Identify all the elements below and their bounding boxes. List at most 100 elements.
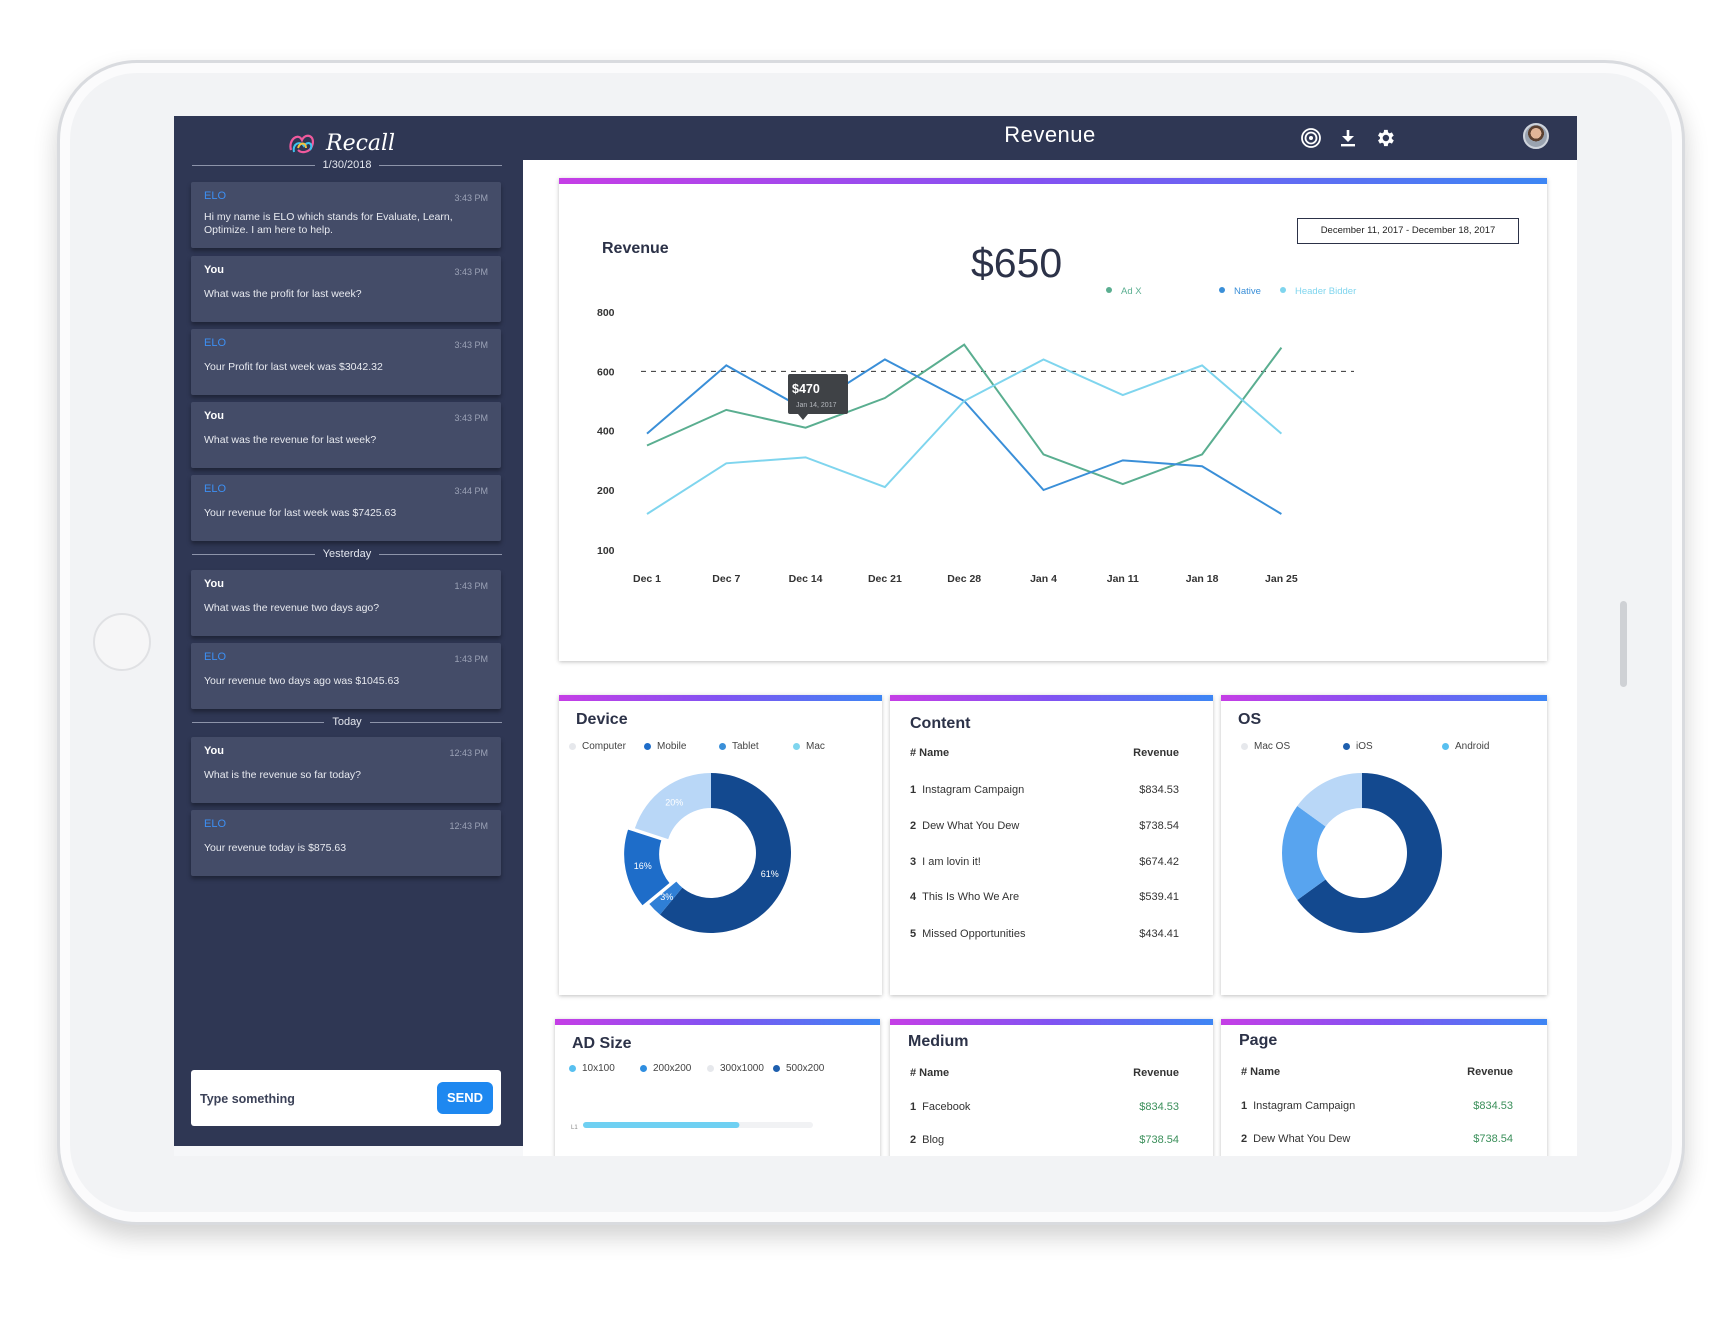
send-button[interactable]: SEND bbox=[437, 1082, 493, 1114]
chat-message: ELO 1:43 PM Your revenue two days ago was … bbox=[191, 643, 501, 709]
os-legend: Mac OS iOS Android bbox=[1231, 741, 1531, 753]
message-sender: You bbox=[204, 578, 224, 590]
legend-item: Android bbox=[1442, 741, 1489, 752]
row-name: Dew What You Dew bbox=[922, 820, 1020, 832]
chat-input[interactable]: Type something bbox=[200, 1092, 295, 1106]
row-rank: 1 bbox=[910, 784, 917, 796]
side-button bbox=[1620, 601, 1627, 687]
chat-date-label: Today bbox=[332, 716, 362, 728]
legend-label: Mac OS bbox=[1254, 741, 1291, 752]
bar-fill bbox=[583, 1122, 740, 1128]
donut-slice bbox=[660, 773, 791, 933]
x-tick-label: Jan 4 bbox=[1030, 573, 1057, 585]
row-name: Facebook bbox=[922, 1101, 971, 1113]
chat-panel: Recall 1/30/2018 ELO 3:43 PM Hi my name is … bbox=[174, 116, 523, 1146]
device-card: Device Computer Mobile Tablet Mac 61% 3% 16% 2… bbox=[559, 695, 882, 995]
message-time: 3:43 PM bbox=[454, 193, 488, 203]
message-sender: You bbox=[204, 410, 224, 422]
os-donut-chart bbox=[1282, 773, 1442, 933]
app-logo: Recall bbox=[286, 126, 395, 160]
row-revenue: $738.54 bbox=[1473, 1133, 1513, 1145]
row-rank: 4 bbox=[910, 891, 917, 903]
table-row[interactable]: 1 Instagram Campaign $834.53 bbox=[1241, 1100, 1513, 1112]
row-name-cell: 2 Dew What You Dew bbox=[910, 820, 1019, 832]
donut-slice bbox=[1282, 805, 1326, 901]
legend-item: Mac bbox=[793, 741, 825, 752]
y-tick-label: 400 bbox=[597, 426, 615, 438]
revenue-line-chart: 100 200 400 600 800 Dec 1 Dec 7 Dec 14 Dec 21 Dec… bbox=[597, 286, 1356, 585]
row-name-cell: 4 This Is Who We Are bbox=[910, 891, 1019, 903]
y-tick-label: 800 bbox=[597, 307, 615, 319]
os-card: OS Mac OS iOS Android bbox=[1221, 695, 1547, 995]
row-name-cell: 3 I am lovin it! bbox=[910, 856, 981, 868]
table-row[interactable]: 1 Instagram Campaign $834.53 bbox=[910, 784, 1179, 796]
x-tick-label: Jan 11 bbox=[1107, 573, 1139, 585]
page-title: Revenue bbox=[1004, 122, 1096, 147]
table-row[interactable]: 2 Dew What You Dew $738.54 bbox=[910, 820, 1179, 832]
tooltip-date: Jan 14, 2017 bbox=[796, 402, 837, 409]
chat-message: ELO 3:43 PM Your Profit for last week was … bbox=[191, 329, 501, 395]
x-tick-label: Dec 28 bbox=[947, 573, 981, 585]
app-name: Recall bbox=[326, 130, 396, 156]
legend-label: Ad X bbox=[1121, 286, 1142, 297]
table-row[interactable]: 5 Missed Opportunities $434.41 bbox=[910, 928, 1179, 940]
table-row[interactable]: 1 Facebook $834.53 bbox=[910, 1101, 1179, 1113]
x-tick-label: Jan 25 bbox=[1265, 573, 1298, 585]
message-text: What was the profit for last week? bbox=[204, 288, 362, 300]
divider bbox=[379, 553, 502, 555]
target-icon[interactable] bbox=[1300, 127, 1322, 149]
bar-category-label: L1 bbox=[571, 1125, 578, 1131]
content-card: Content # Name Revenue 1 Instagram Campaign… bbox=[890, 695, 1213, 995]
message-sender: You bbox=[204, 264, 224, 276]
legend-item: 200x200 bbox=[640, 1063, 691, 1074]
card-accent-bar bbox=[1221, 695, 1547, 701]
column-header-name: # Name bbox=[910, 747, 950, 759]
message-time: 1:43 PM bbox=[454, 581, 488, 591]
row-name: Instagram Campaign bbox=[1253, 1100, 1356, 1112]
device-donut-chart: 61% 3% 16% 20% bbox=[624, 773, 791, 933]
avatar[interactable] bbox=[1523, 123, 1549, 149]
legend-label: Mobile bbox=[657, 741, 687, 752]
chat-message: ELO 3:43 PM Hi my name is ELO which stands… bbox=[191, 182, 501, 248]
donut-slice bbox=[1297, 773, 1362, 827]
table-header: # Name Revenue bbox=[1241, 1066, 1513, 1078]
table-row[interactable]: 4 This Is Who We Are $539.41 bbox=[910, 891, 1179, 903]
donut-slice bbox=[634, 773, 711, 840]
gear-icon[interactable] bbox=[1374, 127, 1396, 149]
download-icon[interactable] bbox=[1337, 127, 1359, 149]
chat-message: You 3:43 PM What was the profit for last w… bbox=[191, 256, 501, 322]
chat-date-separator: 1/30/2018 bbox=[192, 159, 502, 171]
message-text: What was the revenue for last week? bbox=[204, 434, 377, 446]
legend-marker bbox=[569, 1065, 576, 1072]
chat-message: ELO 3:44 PM Your revenue for last week was… bbox=[191, 475, 501, 541]
message-time: 3:43 PM bbox=[454, 413, 488, 423]
table-row[interactable]: 2 Blog $738.54 bbox=[910, 1134, 1179, 1146]
row-revenue: $834.53 bbox=[1473, 1100, 1513, 1112]
message-time: 1:43 PM bbox=[454, 654, 488, 664]
revenue-card: Revenue $650 December 11, 2017 - Decembe… bbox=[559, 178, 1547, 661]
chat-date-label: 1/30/2018 bbox=[322, 159, 372, 171]
card-accent-bar bbox=[559, 695, 882, 701]
legend-item: 500x200 bbox=[773, 1063, 824, 1074]
message-text: Hi my name is ELO which stands for Evalu… bbox=[204, 211, 453, 236]
donut-slice bbox=[1297, 773, 1442, 933]
slice-label: 3% bbox=[660, 892, 673, 902]
legend-marker bbox=[719, 743, 726, 750]
row-revenue: $738.54 bbox=[1139, 1134, 1179, 1146]
message-sender: You bbox=[204, 745, 224, 757]
slice-label: 61% bbox=[761, 869, 779, 879]
legend-marker bbox=[1442, 743, 1449, 750]
ad-size-legend: 10x100 200x200 300x1000 500x200 bbox=[567, 1063, 867, 1075]
chat-date-separator: Today bbox=[192, 716, 503, 728]
table-row[interactable]: 3 I am lovin it! $674.42 bbox=[910, 856, 1179, 868]
card-accent-bar bbox=[555, 1019, 880, 1025]
row-name-cell: 1 Instagram Campaign bbox=[1241, 1100, 1355, 1112]
column-header-revenue: Revenue bbox=[1133, 1067, 1179, 1079]
series-line bbox=[646, 358, 1283, 515]
top-bar: Revenue bbox=[523, 116, 1577, 160]
revenue-card-title: Revenue bbox=[602, 240, 669, 257]
table-row[interactable]: 2 Dew What You Dew $738.54 bbox=[1241, 1133, 1513, 1145]
content-card-title: Content bbox=[910, 715, 971, 732]
date-range-picker[interactable]: December 11, 2017 - December 18, 2017 bbox=[1297, 218, 1519, 244]
divider bbox=[369, 721, 503, 723]
